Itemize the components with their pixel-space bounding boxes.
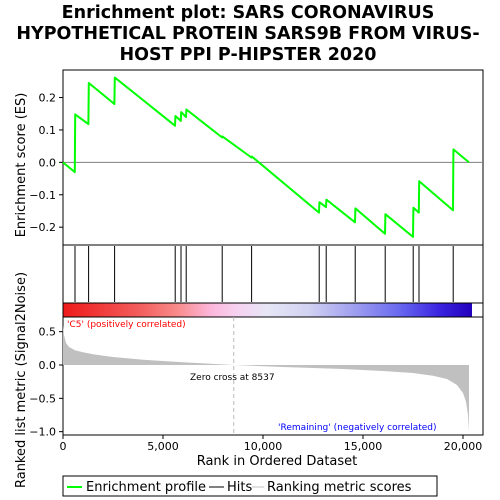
negative-correlation-label: 'Remaining' (negatively correlated) [278,423,437,433]
rank-color-bar [63,303,472,317]
legend-frame [62,475,438,497]
x-tick-label: 0 [60,440,67,453]
metric-panel: 0.5 0.0 −0.5 −1.0 'C5' (positively correlat… [14,272,484,488]
enrichment-profile-line [62,76,470,238]
x-tick-label: 10,000 [244,440,283,453]
metric-plot-frame [62,316,484,436]
x-tick-label: 20,000 [444,440,483,453]
positive-correlation-label: 'C5' (positively correlated) [67,320,186,330]
metric-y-tick-label: 0.5 [39,326,57,339]
legend-hits-label: Hits [227,480,252,495]
chart-title-line-3: HOST PPI P-HIPSTER 2020 [120,45,377,65]
enrichment-plot-frame [62,69,484,246]
es-y-tick-label: 0.2 [39,92,57,105]
es-y-tick-label: −0.1 [29,189,56,202]
legend-metric-label: Ranking metric scores [267,480,412,495]
x-axis: 0 5,000 10,000 15,000 20,000 [60,435,483,453]
metric-y-tick-label: 0.0 [39,359,57,372]
hits-plot-frame [62,244,484,304]
es-y-axis-label: Enrichment score (ES) [14,93,29,238]
chart-title-line-1: Enrichment plot: SARS CORONAVIRUS [62,3,435,23]
enrichment-panel: −0.2 −0.1 0.0 0.1 0.2 Enrichment score (ES) [14,69,484,246]
legend: Enrichment profile Hits Ranking metric s… [62,475,438,497]
es-y-tick-label: −0.2 [29,221,56,234]
legend-enrichment-label: Enrichment profile [86,480,206,495]
metric-y-axis-label: Ranked list metric (Signal2Noise) [14,272,29,488]
x-tick-label: 15,000 [344,440,383,453]
hits-marks [74,246,454,302]
es-y-axis-ticks: −0.2 −0.1 0.0 0.1 0.2 [29,92,63,234]
x-axis-label: Rank in Ordered Dataset [197,454,358,469]
metric-y-axis-ticks: 0.5 0.0 −0.5 −1.0 [29,326,63,439]
metric-y-tick-label: −1.0 [29,426,56,439]
chart-title-line-2: HYPOTHETICAL PROTEIN SARS9B FROM VIRUS- [16,24,479,44]
hits-panel [62,244,484,304]
metric-y-tick-label: −0.5 [29,392,56,405]
zero-cross-label: Zero cross at 8537 [190,373,275,383]
es-y-tick-label: 0.0 [39,156,57,169]
x-tick-label: 5,000 [147,440,179,453]
es-y-tick-label: 0.1 [39,124,57,137]
